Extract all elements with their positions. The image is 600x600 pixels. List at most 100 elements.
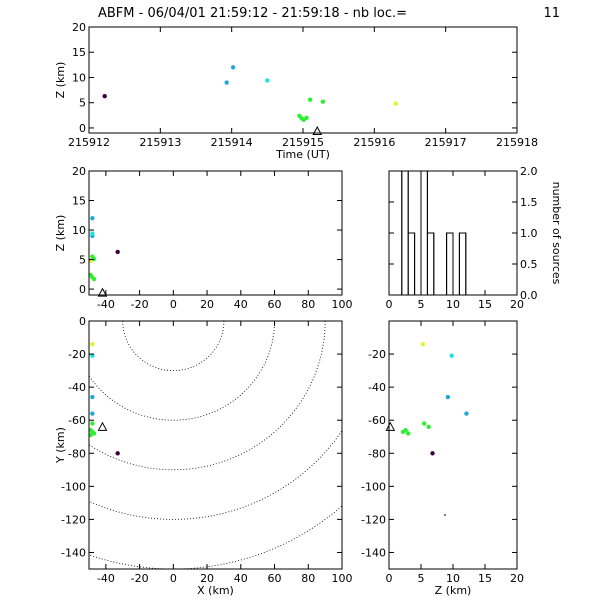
source-point [91, 256, 97, 262]
y-tick-label: -60 [68, 414, 86, 427]
plot-frame [88, 170, 343, 296]
x-tick-label: 20 [510, 298, 524, 311]
source-point [115, 249, 120, 255]
source-point [91, 276, 97, 282]
x-tick-label: 0 [386, 572, 393, 585]
x-tick-label: 15 [478, 572, 492, 585]
x-tick-label: 215917 [425, 136, 467, 149]
source-point [90, 411, 95, 416]
x-tick-label: 215914 [211, 136, 253, 149]
plot-frame [88, 320, 343, 570]
y-tick-label: 15 [72, 46, 86, 59]
source-point [91, 431, 97, 436]
y-tick-label: 1.5 [520, 196, 538, 209]
y-tick-label: 0 [79, 122, 86, 135]
source-point [230, 65, 236, 70]
y-tick-label: -20 [68, 348, 86, 361]
location-count: 11 [543, 6, 560, 21]
y-tick-label: 20 [72, 165, 86, 178]
x-tick-label: 0 [170, 572, 177, 585]
source-point [320, 99, 326, 104]
time-height-panel: 215912 215913 215914 215915 215916 215917 2159… [54, 21, 538, 161]
x-tick-label: 80 [301, 572, 315, 585]
y-tick-label: -60 [368, 414, 386, 427]
x-tick-label: 15 [478, 298, 492, 311]
x-tick-label: -40 [97, 572, 115, 585]
source-point [89, 432, 93, 438]
x-tick-label: 60 [268, 572, 282, 585]
x-tick-label: 215912 [68, 136, 110, 149]
x-tick-label: 215916 [353, 136, 395, 149]
x-tick-label: 5 [418, 298, 425, 311]
station-marker [97, 287, 108, 297]
y-tick-label: -80 [68, 447, 86, 460]
source-point [430, 451, 435, 456]
histogram-bar [446, 232, 454, 296]
height-histogram-panel: 0 5 10 15 200.0 0.5 1.0 1.5 2.0 number of sources [386, 165, 564, 311]
y-tick-label: 5 [79, 254, 86, 267]
x-tick-label: 60 [268, 298, 282, 311]
source-point [403, 427, 408, 433]
source-point [90, 216, 95, 221]
histogram-bar [458, 232, 467, 296]
y-tick-label: 2.0 [520, 165, 538, 178]
source-point [265, 78, 270, 83]
source-point [115, 451, 120, 456]
x-tick-label: 0 [170, 298, 177, 311]
x-tick-label: 10 [446, 298, 460, 311]
x-tick-label: 10 [446, 572, 460, 585]
source-point [445, 394, 451, 400]
source-point [426, 424, 431, 430]
x-tick-label: 100 [332, 298, 353, 311]
source-point [90, 341, 95, 347]
histogram-bar [401, 170, 409, 296]
x-tick-label: 20 [200, 298, 214, 311]
source-point [420, 341, 426, 347]
x-axis-label: Z (km) [435, 584, 472, 597]
source-point [90, 394, 95, 400]
source-point [90, 353, 95, 358]
y-tick-label: -120 [61, 513, 86, 526]
source-point [90, 231, 95, 236]
y-tick-label: 1.0 [520, 227, 538, 240]
source-point [304, 115, 309, 121]
x-axis-label: X (km) [197, 584, 234, 597]
x-tick-label: 40 [234, 298, 248, 311]
y-tick-label: 0.0 [520, 289, 538, 302]
y-tick-label: -120 [361, 513, 386, 526]
source-point [393, 101, 398, 106]
y-tick-label: -100 [61, 480, 86, 493]
x-tick-label: 80 [301, 298, 315, 311]
x-tick-label: 215913 [139, 136, 181, 149]
y-tick-label: -140 [61, 546, 86, 559]
source-point [422, 421, 427, 426]
station-marker [97, 421, 108, 431]
y-tick-label: -40 [368, 381, 386, 394]
figure-title: ABFM - 06/04/01 21:59:12 - 21:59:18 - nb… [98, 6, 407, 21]
y-tick-label: 10 [72, 71, 86, 84]
x-tick-label: 215918 [496, 136, 538, 149]
source-point [449, 353, 454, 358]
y-axis-label: Z (km) [54, 62, 67, 99]
histogram-bar [426, 232, 435, 296]
source-point [90, 421, 95, 426]
x-tick-label: -20 [131, 572, 149, 585]
y-tick-label: 15 [72, 195, 86, 208]
y-tick-label: -40 [68, 381, 86, 394]
x-tick-label: 0 [386, 298, 393, 311]
x-tick-label: 20 [200, 572, 214, 585]
y-tick-label: 0 [79, 315, 86, 328]
y-tick-label: -100 [361, 480, 386, 493]
plot-frame [388, 320, 518, 570]
y-tick-label: 5 [79, 97, 86, 110]
height-y-panel: 0 5 10 15 20 -20 -40 -60 -80 -100 -120 -140 Z (km) [361, 320, 524, 597]
y-axis-label: Y (km) [54, 427, 67, 464]
source-point [406, 431, 411, 436]
x-axis-label: Time (UT) [275, 148, 330, 161]
x-tick-label: 40 [234, 572, 248, 585]
x-tick-label: -40 [97, 298, 115, 311]
x-tick-label: 5 [418, 572, 425, 585]
x-height-panel: -40 -20 0 20 40 60 80 100 0 5 10 15 20 Z (km) [54, 165, 353, 311]
source-point [102, 93, 107, 99]
